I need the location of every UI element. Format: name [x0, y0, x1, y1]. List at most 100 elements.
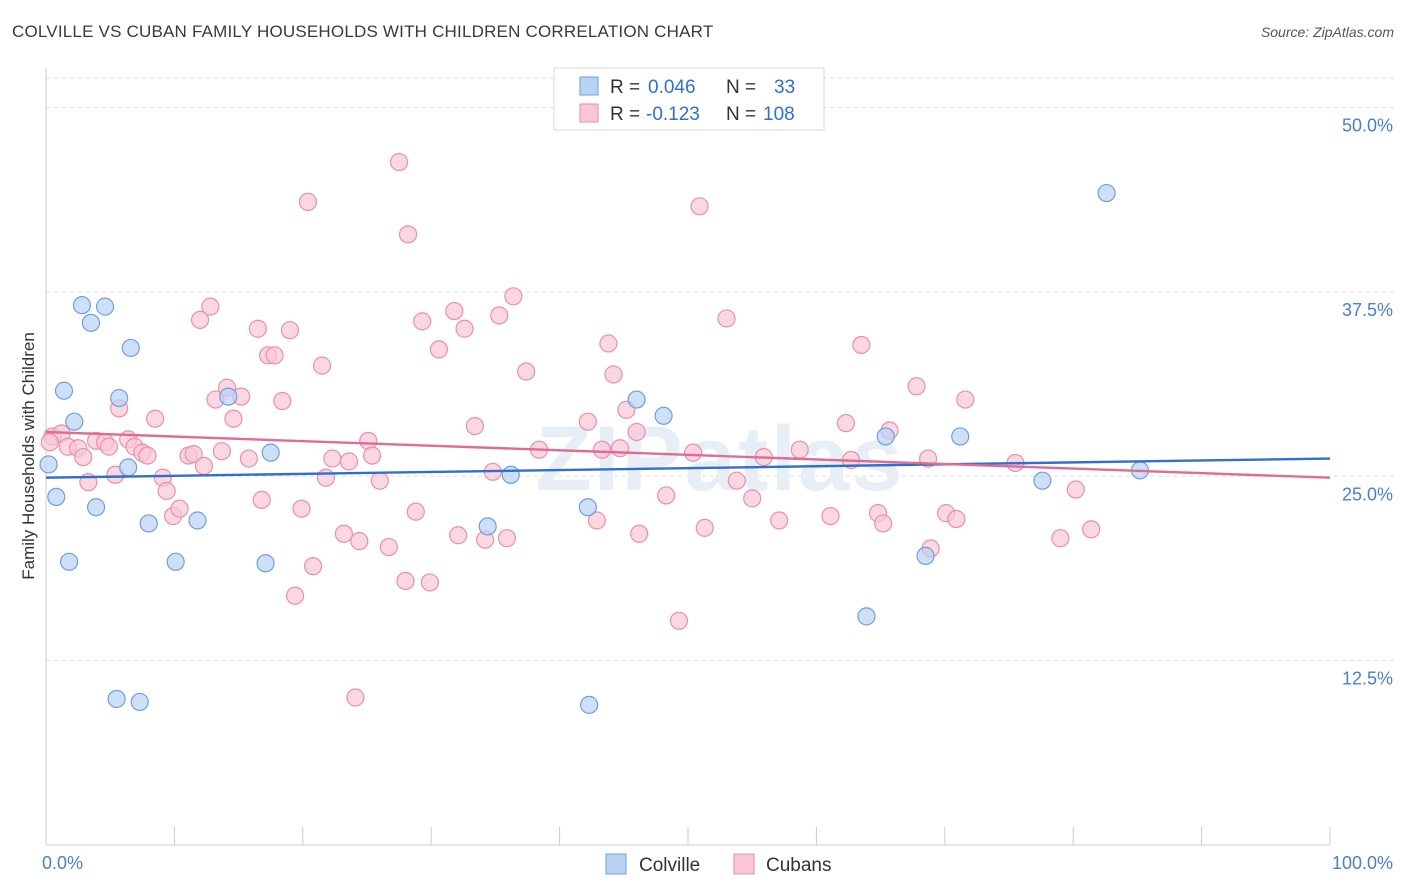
data-point-colville: [60, 552, 79, 571]
data-point-colville: [256, 554, 275, 573]
data-point-colville: [47, 487, 66, 506]
data-point-colville: [580, 695, 599, 714]
data-point-colville: [478, 517, 497, 536]
data-point-colville: [501, 465, 520, 484]
data-point-cubans: [790, 440, 809, 459]
data-point-cubans: [406, 502, 425, 521]
data-point-cubans: [99, 437, 119, 456]
data-point-colville: [951, 427, 970, 446]
data-point-cubans: [599, 334, 618, 353]
data-point-colville: [39, 455, 58, 474]
data-point-cubans: [465, 417, 484, 436]
data-point-cubans: [346, 688, 365, 707]
x-tick-label: 0.0%: [42, 853, 83, 873]
y-tick-label: 25.0%: [1342, 484, 1393, 504]
data-point-cubans: [669, 611, 689, 630]
data-point-cubans: [252, 490, 271, 509]
tick-labels: 12.5% 25.0% 37.5% 50.0% 0.0% 100.0%: [42, 116, 1393, 874]
data-point-cubans: [852, 335, 871, 355]
data-point-colville: [107, 689, 126, 709]
data-point-cubans: [370, 471, 389, 490]
series-legend-swatch-cubans: [733, 853, 755, 875]
data-point-cubans: [445, 301, 464, 321]
data-point-cubans: [497, 529, 517, 548]
data-point-colville: [121, 338, 140, 358]
data-point-cubans: [420, 573, 440, 592]
data-point-colville: [916, 546, 935, 566]
data-point-colville: [1097, 183, 1116, 203]
data-point-colville: [188, 511, 207, 530]
legend-r-value: 0.046: [648, 77, 696, 98]
chart-title: COLVILLE VS CUBAN FAMILY HOUSEHOLDS WITH…: [12, 22, 714, 41]
data-point-cubans: [146, 409, 165, 428]
data-point-colville: [876, 427, 895, 446]
data-point-cubans: [947, 509, 966, 529]
stats-legend: R = 0.046 N = 33 R = -0.123 N = 108: [553, 67, 825, 131]
data-point-cubans: [398, 225, 418, 244]
data-point-cubans: [194, 456, 214, 476]
data-point-cubans: [40, 433, 59, 452]
data-point-cubans: [413, 312, 432, 331]
data-point-cubans: [770, 511, 789, 530]
data-point-cubans: [604, 365, 623, 384]
data-point-cubans: [821, 506, 840, 526]
data-point-cubans: [396, 571, 415, 591]
legend-swatch-colville: [579, 76, 599, 96]
data-point-cubans: [201, 297, 220, 316]
data-point-cubans: [517, 362, 536, 381]
data-point-colville: [54, 381, 74, 400]
data-point-cubans: [292, 499, 311, 518]
data-point-colville: [261, 443, 280, 462]
data-point-cubans: [339, 452, 359, 471]
grid-lines: [46, 77, 1394, 662]
data-point-colville: [86, 498, 106, 517]
data-point-cubans: [490, 306, 509, 325]
data-point-cubans: [1066, 480, 1085, 499]
data-point-colville: [166, 552, 185, 571]
legend-n-label: N =: [726, 104, 756, 125]
y-tick-label: 12.5%: [1342, 669, 1393, 689]
data-point-colville: [81, 313, 101, 332]
data-point-cubans: [592, 440, 612, 459]
data-point-cubans: [212, 442, 232, 461]
data-points: [39, 152, 1150, 714]
series-legend-label-colville: Colville: [639, 855, 700, 876]
data-point-colville: [65, 412, 84, 431]
data-point-cubans: [1051, 529, 1070, 548]
data-point-cubans: [265, 346, 284, 365]
chart-source: Source: ZipAtlas.com: [1260, 24, 1394, 40]
data-point-cubans: [630, 524, 649, 543]
data-point-cubans: [455, 319, 474, 338]
data-point-cubans: [690, 197, 709, 216]
data-point-cubans: [429, 340, 449, 359]
data-point-cubans: [627, 422, 646, 442]
data-point-cubans: [657, 486, 676, 505]
data-point-cubans: [334, 524, 353, 543]
data-point-cubans: [298, 192, 318, 211]
data-point-cubans: [170, 499, 189, 518]
data-point-colville: [139, 514, 158, 533]
data-point-cubans: [303, 557, 323, 576]
data-point-cubans: [743, 489, 762, 508]
data-point-cubans: [1082, 520, 1101, 539]
data-point-cubans: [836, 414, 856, 433]
data-point-cubans: [248, 319, 267, 338]
data-point-colville: [119, 458, 138, 477]
legend-r-label: R =: [610, 104, 640, 125]
data-point-cubans: [280, 321, 300, 340]
data-point-cubans: [390, 152, 409, 172]
data-point-cubans: [350, 532, 369, 551]
data-point-cubans: [907, 377, 926, 396]
data-point-cubans: [312, 356, 332, 375]
series-legend-label-cubans: Cubans: [766, 855, 832, 876]
data-point-cubans: [316, 468, 336, 487]
data-point-cubans: [578, 412, 597, 431]
data-point-cubans: [323, 449, 342, 468]
data-point-cubans: [956, 390, 975, 409]
legend-r-label: R =: [610, 77, 640, 98]
legend-r-value: -0.123: [646, 104, 700, 125]
data-point-cubans: [449, 526, 468, 545]
x-tick-label: 100.0%: [1332, 853, 1393, 873]
data-point-cubans: [695, 518, 714, 537]
